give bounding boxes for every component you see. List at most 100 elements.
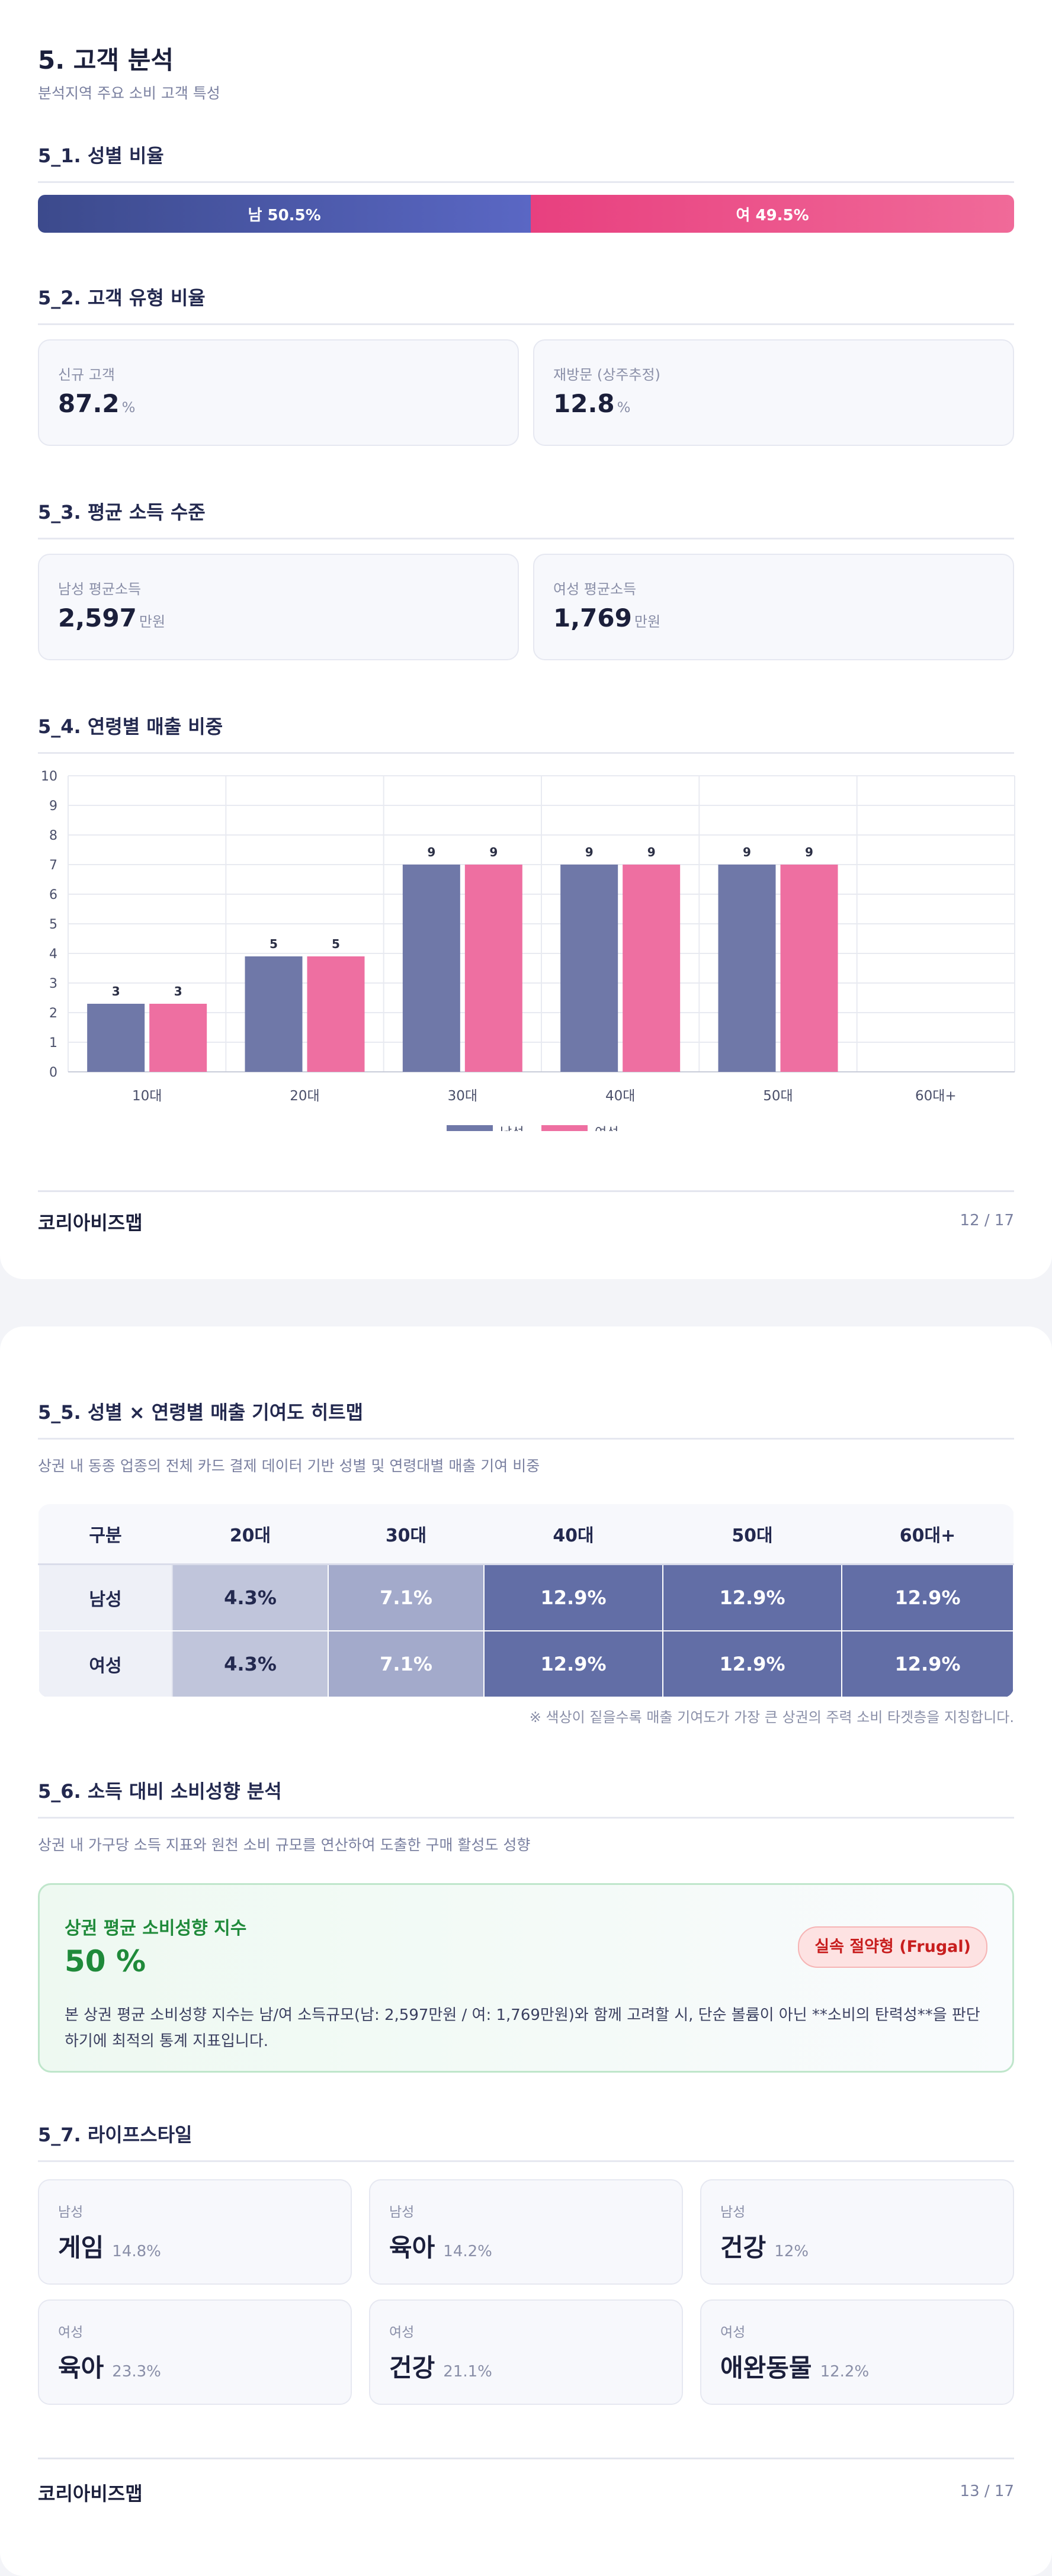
data-label: 9 — [743, 845, 751, 859]
spending-index-card: 상권 평균 소비성향 지수 50 % 실속 절약형 (Frugal) 본 상권 … — [38, 1883, 1014, 2073]
stat-label: 남성 평균소득 — [58, 581, 142, 598]
heatmap-cell: 12.9% — [662, 1563, 842, 1631]
heatmap-cell: 7.1% — [328, 1630, 485, 1698]
heatmap-header: 60대+ — [842, 1504, 1013, 1565]
stat-value: 87.2% — [58, 389, 136, 418]
index-description: 본 상권 평균 소비성향 지수는 남/여 소득규모(남: 2,597만원 / 여… — [65, 2006, 980, 2050]
lifestyle-gender: 여성 — [720, 2325, 746, 2340]
lifestyle-name: 육아 14.2% — [389, 2233, 492, 2262]
stat-value: 12.8% — [553, 389, 631, 418]
stat-value: 1,769 만원 — [553, 603, 661, 632]
y-tick-label: 6 — [49, 888, 57, 902]
y-tick-label: 9 — [49, 799, 57, 814]
legend-label: 남성 — [500, 1126, 524, 1131]
heatmap-cell: 4.3% — [172, 1630, 329, 1698]
lifestyle-gender: 남성 — [720, 2205, 746, 2220]
data-label: 5 — [270, 937, 278, 951]
y-tick-label: 8 — [49, 828, 57, 843]
gender-ratio-bar: 남 50.5% 여 49.5% — [38, 195, 1014, 233]
lifestyle-card: 남성 육아 14.2% — [369, 2179, 683, 2285]
lifestyle-name: 건강 12% — [720, 2233, 809, 2262]
stat-label: 재방문 (상주추정) — [553, 367, 660, 383]
x-tick-label: 60대+ — [915, 1088, 957, 1104]
bar-female — [464, 865, 522, 1072]
lifestyle-name: 애완동물 12.2% — [720, 2353, 870, 2382]
lifestyle-gender: 여성 — [389, 2325, 415, 2340]
x-tick-label: 10대 — [132, 1088, 162, 1104]
gender-bar-female: 여 49.5% — [531, 195, 1014, 233]
lifestyle-card: 여성 애완동물 12.2% — [700, 2299, 1014, 2405]
section-heading-heatmap: 5_5. 성별 × 연령별 매출 기여도 히트맵 — [38, 1398, 1014, 1440]
heatmap-header-row: 구분 20대 30대 40대 50대 60대+ — [39, 1504, 1013, 1565]
bar-female — [780, 865, 838, 1072]
bar-male — [560, 865, 618, 1072]
x-tick-label: 40대 — [605, 1088, 635, 1104]
spending-type-badge: 실속 절약형 (Frugal) — [798, 1926, 987, 1968]
stat-card-male-income: 남성 평균소득 2,597 만원 — [38, 554, 519, 660]
gender-bar-male: 남 50.5% — [38, 195, 531, 233]
report-page-13: 5_5. 성별 × 연령별 매출 기여도 히트맵 상권 내 동종 업종의 전체 … — [0, 1326, 1052, 2576]
heatmap-cell: 12.9% — [841, 1630, 1014, 1698]
section-heading-spending: 5_6. 소득 대비 소비성향 분석 — [38, 1777, 1014, 1819]
heatmap-cell: 12.9% — [662, 1630, 842, 1698]
y-tick-label: 5 — [49, 917, 57, 932]
heatmap-cell: 12.9% — [483, 1630, 663, 1698]
page-number: 12 / 17 — [960, 1212, 1014, 1229]
footer-brand: 코리아비즈맵 — [38, 2482, 143, 2505]
bar-male — [245, 956, 303, 1072]
y-tick-label: 10 — [41, 769, 57, 784]
page-title: 5. 고객 분석 — [38, 46, 174, 75]
data-label: 5 — [332, 937, 340, 951]
section-heading-customer-type: 5_2. 고객 유형 비율 — [38, 283, 1014, 325]
footer-divider — [38, 1190, 1014, 1192]
bar-female — [149, 1004, 207, 1072]
heatmap-header: 50대 — [663, 1504, 842, 1565]
footer-brand: 코리아비즈맵 — [38, 1212, 143, 1234]
legend-swatch — [541, 1125, 588, 1131]
x-tick-label: 30대 — [448, 1088, 477, 1104]
age-sales-bar-chart: 0 1 2 3 4 5 6 7 8 9 10 10대 3 3 20대 5 5 30대 9 9 40대 9 9 50대 9 9 60대… — [41, 769, 1015, 1131]
section-heading-lifestyle: 5_7. 라이프스타일 — [38, 2120, 1014, 2162]
section-heading-age-sales: 5_4. 연령별 매출 비중 — [38, 712, 1014, 754]
page-number: 13 / 17 — [960, 2482, 1014, 2500]
bar-female — [307, 956, 365, 1072]
gender-age-heatmap-table: 구분 20대 30대 40대 50대 60대+ 남성 4.3% 7.1% 12.… — [38, 1504, 1014, 1698]
lifestyle-name: 육아 23.3% — [58, 2353, 161, 2382]
heatmap-header: 40대 — [484, 1504, 663, 1565]
legend-swatch — [447, 1125, 493, 1131]
stat-label: 신규 고객 — [58, 367, 115, 383]
x-tick-label: 50대 — [763, 1088, 793, 1104]
heatmap-row-male: 남성 4.3% 7.1% 12.9% 12.9% 12.9% — [38, 1563, 1014, 1631]
data-label: 9 — [427, 845, 435, 859]
data-label: 9 — [585, 845, 594, 859]
data-label: 3 — [174, 984, 182, 998]
data-label: 9 — [805, 845, 813, 859]
lifestyle-gender: 남성 — [58, 2205, 84, 2220]
lifestyle-name: 건강 21.1% — [389, 2353, 492, 2382]
stat-value: 2,597 만원 — [58, 603, 166, 632]
footer-divider — [38, 2458, 1014, 2459]
stat-card-female-income: 여성 평균소득 1,769 만원 — [533, 554, 1014, 660]
y-tick-label: 1 — [49, 1036, 57, 1051]
index-title: 상권 평균 소비성향 지수 — [65, 1918, 247, 1939]
y-tick-label: 0 — [49, 1065, 57, 1080]
stat-card-new-customers: 신규 고객 87.2% — [38, 339, 519, 446]
index-value: 50 % — [65, 1944, 146, 1978]
data-label: 9 — [489, 845, 498, 859]
section-description: 상권 내 가구당 소득 지표와 원천 소비 규모를 연산하여 도출한 구매 활성… — [38, 1836, 531, 1854]
data-label: 9 — [647, 845, 656, 859]
section-heading-income: 5_3. 평균 소득 수준 — [38, 497, 1014, 539]
heatmap-note: ※ 색상이 짙을수록 매출 기여도가 가장 큰 상권의 주력 소비 타겟층을 지… — [529, 1709, 1014, 1726]
x-tick-label: 20대 — [290, 1088, 319, 1104]
heatmap-header: 30대 — [328, 1504, 484, 1565]
lifestyle-card: 남성 건강 12% — [700, 2179, 1014, 2285]
heatmap-cell: 12.9% — [841, 1563, 1014, 1631]
heatmap-header: 구분 — [39, 1504, 172, 1565]
legend-label: 여성 — [595, 1126, 618, 1131]
lifestyle-gender: 여성 — [58, 2325, 84, 2340]
lifestyle-gender: 남성 — [389, 2205, 415, 2220]
lifestyle-card: 남성 게임 14.8% — [38, 2179, 352, 2285]
lifestyle-card: 여성 육아 23.3% — [38, 2299, 352, 2405]
y-tick-label: 7 — [49, 858, 57, 873]
bar-male — [87, 1004, 145, 1072]
